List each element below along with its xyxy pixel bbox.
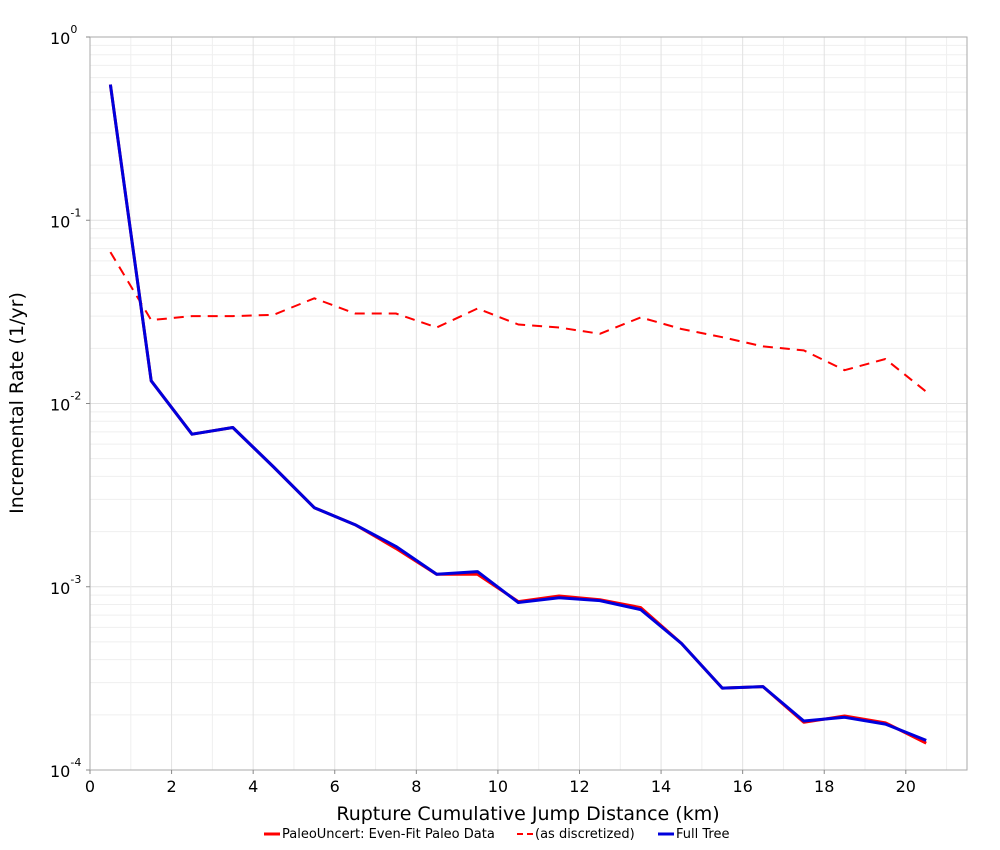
y-tick-exponent: 0 (70, 23, 77, 36)
x-tick-label: 0 (85, 777, 95, 796)
y-tick-label: 10-2 (50, 390, 81, 415)
x-tick-label: 12 (569, 777, 589, 796)
legend-label: (as discretized) (535, 827, 635, 842)
x-tick-label: 2 (166, 777, 176, 796)
x-tick-label: 16 (732, 777, 752, 796)
y-tick-exponent: -3 (70, 573, 81, 586)
y-tick-label: 10-1 (50, 206, 81, 231)
legend-item-3: Full Tree (658, 827, 729, 842)
x-axis-ticks: 0 2 4 6 8 10 12 14 16 18 20 (85, 770, 916, 796)
legend: PaleoUncert: Even-Fit Paleo Data (as disc… (264, 827, 729, 842)
x-tick-label: 14 (651, 777, 671, 796)
series-line-2 (109, 251, 927, 393)
x-tick-label: 6 (330, 777, 340, 796)
y-tick-base: 10 (50, 762, 70, 781)
y-axis-title: Incremental Rate (1/yr) (6, 292, 28, 514)
y-tick-base: 10 (50, 29, 70, 48)
y-tick-label: 100 (50, 23, 77, 48)
y-tick-exponent: -2 (70, 390, 81, 403)
y-tick-label: 10-4 (50, 756, 81, 781)
y-tick-base: 10 (50, 212, 70, 231)
legend-item-2: (as discretized) (517, 827, 635, 842)
x-axis-title: Rupture Cumulative Jump Distance (km) (336, 803, 719, 825)
y-tick-base: 10 (50, 579, 70, 598)
x-tick-label: 10 (488, 777, 508, 796)
x-tick-label: 4 (248, 777, 258, 796)
series-layer (108, 84, 927, 745)
y-tick-exponent: -4 (70, 756, 81, 769)
series-line-3 (108, 84, 927, 742)
y-tick-base: 10 (50, 396, 70, 415)
grid (89, 36, 967, 771)
x-tick-label: 18 (814, 777, 834, 796)
y-tick-label: 10-3 (50, 573, 81, 598)
legend-label: PaleoUncert: Even-Fit Paleo Data (282, 827, 495, 842)
legend-label: Full Tree (676, 827, 729, 842)
y-tick-exponent: -1 (70, 206, 81, 219)
x-tick-label: 8 (411, 777, 421, 796)
legend-item-1: PaleoUncert: Even-Fit Paleo Data (264, 827, 495, 842)
x-tick-label: 20 (896, 777, 916, 796)
series-line-1 (108, 84, 927, 745)
